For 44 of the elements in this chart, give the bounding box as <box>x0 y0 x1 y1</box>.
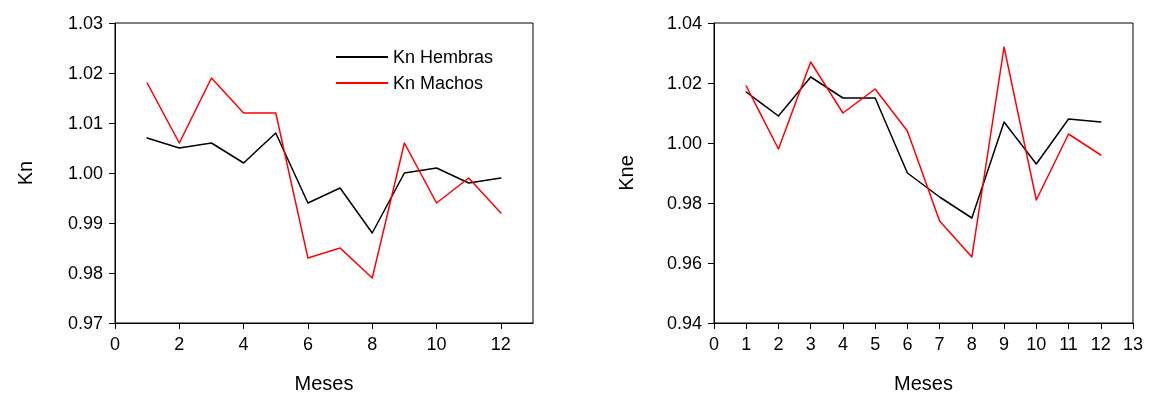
x-tick-label: 12 <box>1090 334 1111 354</box>
x-tick-label: 10 <box>426 334 447 354</box>
y-axis-title: Kne <box>615 155 637 191</box>
y-tick-label: 1.03 <box>67 13 103 33</box>
y-tick-label: 0.97 <box>67 313 103 333</box>
x-tick-label: 6 <box>302 334 313 354</box>
legend-label: Kn Hembras <box>392 47 494 67</box>
x-tick-label: 8 <box>367 334 378 354</box>
y-tick-label: 1.02 <box>67 63 103 83</box>
x-tick-label: 4 <box>837 334 848 354</box>
x-tick-label: 3 <box>805 334 816 354</box>
y-tick-label: 0.98 <box>666 193 702 213</box>
x-tick-label: 5 <box>870 334 881 354</box>
x-axis-title: Meses <box>294 372 354 394</box>
x-tick-label: 13 <box>1122 334 1144 354</box>
y-tick-label: 0.96 <box>666 253 702 273</box>
x-tick-label: 11 <box>1059 334 1078 354</box>
x-tick-label: 7 <box>934 334 945 354</box>
x-tick-label: 12 <box>490 334 511 354</box>
x-tick-label: 0 <box>109 334 121 354</box>
x-tick-label: 0 <box>708 334 720 354</box>
x-tick-label: 1 <box>741 334 752 354</box>
x-tick-label: 6 <box>902 334 913 354</box>
y-tick-label: 1.01 <box>67 113 103 133</box>
line-series <box>745 46 1102 258</box>
y-tick-label: 0.98 <box>67 263 103 283</box>
x-tick-label: 8 <box>966 334 977 354</box>
y-tick-label: 1.00 <box>67 163 103 183</box>
line-series <box>745 76 1102 219</box>
x-tick-label: 9 <box>999 334 1010 354</box>
y-tick-label: 1.04 <box>666 13 702 33</box>
x-tick-label: 10 <box>1026 334 1047 354</box>
x-tick-label: 4 <box>238 334 249 354</box>
y-tick-label: 0.99 <box>67 213 103 233</box>
y-axis-title: Kn <box>14 160 36 186</box>
line-series <box>146 132 502 234</box>
legend-label: Kn Machos <box>392 73 484 93</box>
x-axis-title: Meses <box>894 372 953 394</box>
y-tick-label: 1.00 <box>666 133 702 153</box>
y-tick-label: 0.94 <box>666 313 702 333</box>
line-series <box>146 77 502 279</box>
y-tick-label: 1.02 <box>666 73 702 93</box>
x-tick-label: 2 <box>773 334 784 354</box>
x-tick-label: 2 <box>174 334 185 354</box>
